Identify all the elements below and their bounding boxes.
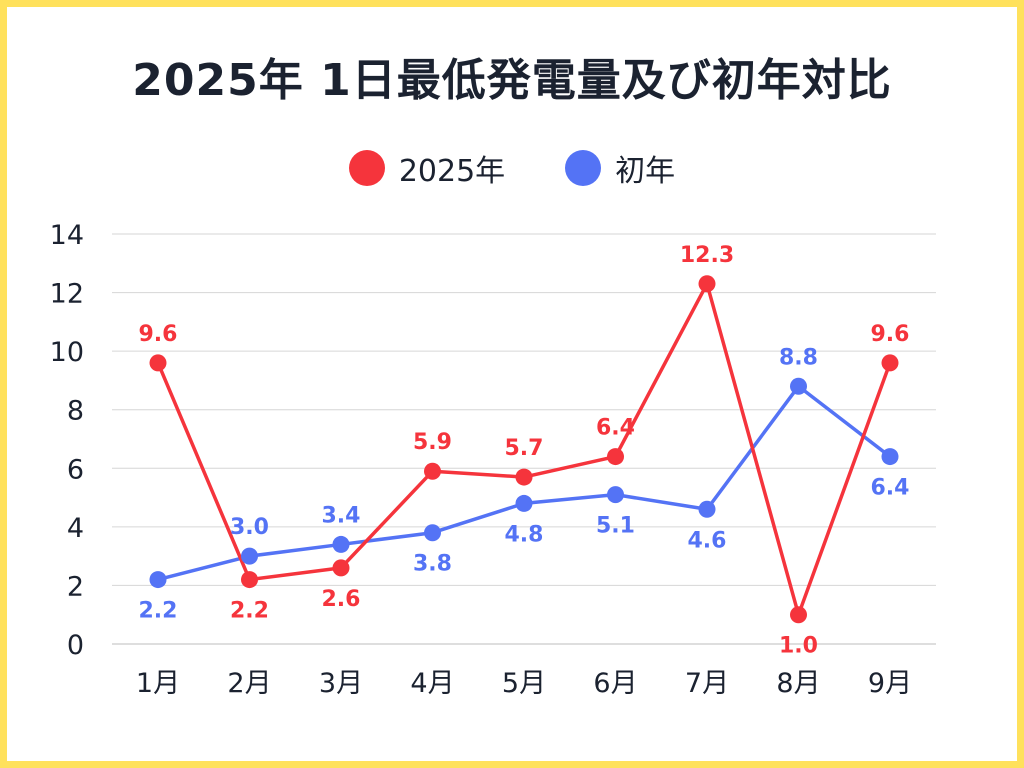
data-label-2025: 9.6 (139, 322, 178, 347)
data-label-first-year: 2.2 (139, 599, 178, 624)
legend-item-first-year: 初年 (565, 146, 675, 190)
data-point-2025 (698, 275, 716, 293)
data-label-first-year: 8.8 (779, 345, 818, 370)
data-point-2025 (515, 468, 533, 486)
data-point-first-year (881, 448, 899, 466)
data-point-2025 (790, 606, 807, 624)
data-point-first-year (332, 535, 350, 553)
data-label-first-year: 6.4 (871, 476, 910, 501)
legend-label-2025: 2025年 (398, 154, 506, 189)
data-point-2025 (332, 559, 350, 577)
data-point-2025 (149, 354, 167, 372)
y-tick-label: 2 (67, 571, 84, 602)
data-label-first-year: 4.8 (505, 522, 544, 547)
data-point-first-year (424, 524, 441, 542)
data-label-first-year: 3.8 (413, 552, 452, 577)
data-point-first-year (241, 547, 258, 565)
data-point-2025 (424, 462, 441, 480)
data-label-2025: 2.2 (230, 599, 269, 624)
legend-label-first-year: 初年 (615, 154, 676, 189)
data-label-2025: 1.0 (779, 634, 818, 659)
x-tick-label: 3月 (319, 668, 363, 699)
chart-legend: 2025年 初年 (0, 146, 1024, 190)
data-point-2025 (607, 448, 624, 466)
data-point-first-year (607, 486, 624, 504)
x-tick-label: 8月 (776, 668, 820, 699)
y-tick-label: 0 (67, 630, 84, 661)
y-tick-label: 12 (50, 279, 84, 310)
data-label-2025: 9.6 (871, 322, 910, 347)
data-point-first-year (698, 500, 716, 518)
data-point-2025 (241, 571, 258, 589)
data-label-first-year: 5.1 (596, 514, 635, 539)
x-tick-label: 4月 (410, 668, 454, 699)
x-tick-label: 2月 (227, 668, 271, 699)
data-point-first-year (149, 571, 167, 589)
y-tick-label: 14 (50, 220, 84, 251)
data-label-first-year: 3.0 (230, 515, 269, 540)
y-tick-label: 8 (67, 396, 84, 427)
x-tick-label: 1月 (136, 668, 180, 699)
legend-marker-first-year (565, 150, 602, 186)
data-label-first-year: 4.6 (688, 528, 727, 553)
x-tick-label: 9月 (868, 668, 912, 699)
data-label-2025: 5.7 (505, 436, 544, 461)
data-point-2025 (881, 354, 899, 372)
x-tick-label: 7月 (685, 668, 729, 699)
x-tick-label: 6月 (593, 668, 637, 699)
x-tick-label: 5月 (502, 668, 546, 699)
data-label-2025: 12.3 (680, 243, 734, 268)
data-label-first-year: 3.4 (322, 503, 361, 528)
y-tick-label: 10 (50, 337, 84, 368)
chart-title: 2025年 1日最低発電量及び初年対比 (132, 55, 892, 106)
y-tick-label: 6 (67, 454, 84, 485)
data-label-2025: 2.6 (322, 587, 361, 612)
data-label-2025: 5.9 (413, 430, 452, 455)
y-tick-label: 4 (67, 513, 84, 544)
data-point-first-year (515, 494, 533, 512)
legend-item-2025: 2025年 (348, 146, 506, 190)
data-label-2025: 6.4 (596, 416, 635, 441)
legend-marker-2025 (348, 150, 385, 186)
data-point-first-year (790, 377, 807, 395)
